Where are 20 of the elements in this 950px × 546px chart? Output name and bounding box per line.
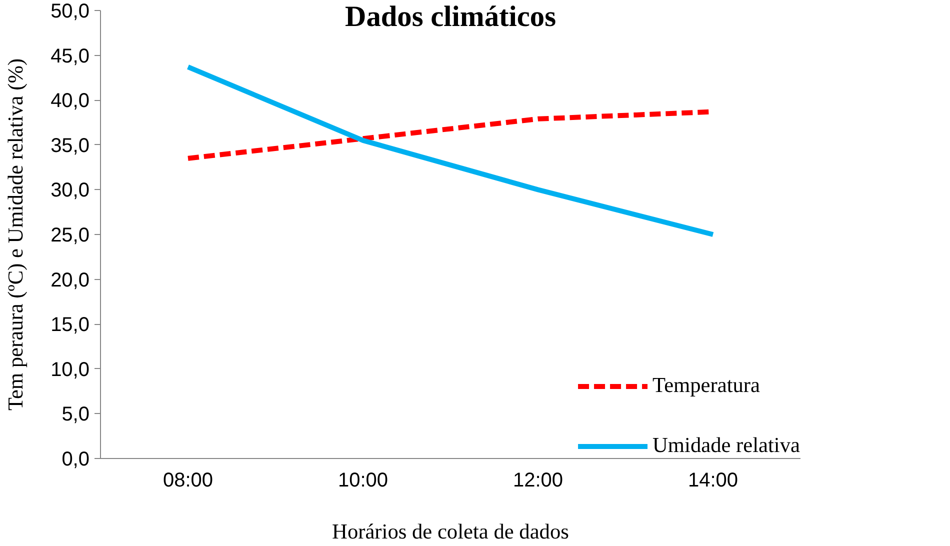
x-axis-title: Horários de coleta de dados (332, 520, 569, 544)
x-tick-label: 14:00 (688, 470, 738, 492)
y-tick-label: 15,0 (50, 314, 90, 336)
x-tick-label: 10:00 (338, 470, 388, 492)
chart-title: Dados climáticos (345, 1, 556, 33)
y-tick-label: 50,0 (50, 0, 90, 22)
y-tick-label: 35,0 (50, 134, 90, 157)
x-tick-label: 12:00 (512, 470, 564, 492)
y-axis-title: Tem peraura (ºC) e Umidade relativa (%) (4, 58, 28, 411)
y-tick-label: 30,0 (50, 180, 90, 202)
legend-label: Umidade relativa (652, 433, 800, 458)
y-tick-label: 0,0 (62, 448, 90, 470)
x-tick-label: 08:00 (162, 470, 214, 492)
y-tick-label: 5,0 (62, 404, 90, 426)
y-tick-label: 45,0 (50, 45, 90, 68)
y-tick-label: 20,0 (50, 269, 90, 292)
y-tick-label: 40,0 (50, 90, 90, 112)
legend-label: Temperatura (652, 373, 760, 398)
y-tick-label: 10,0 (50, 358, 90, 381)
y-tick-label: 25,0 (50, 224, 90, 246)
